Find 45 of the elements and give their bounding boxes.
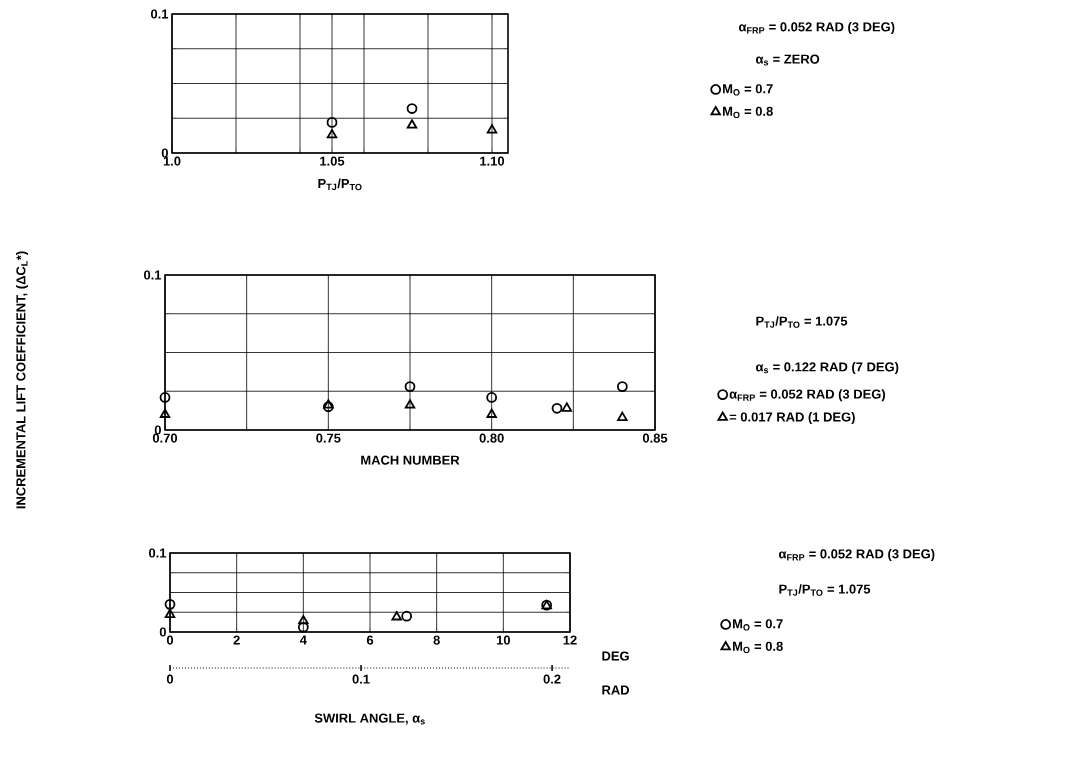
x-tick-label: 12 bbox=[563, 635, 577, 645]
text: α$_{FRP}$ = 0.052 RAD (3 DEG) bbox=[739, 21, 895, 35]
x-tick-label: 0.85 bbox=[642, 433, 668, 443]
text: α$_{FRP}$ = 0.052 RAD (3 DEG) bbox=[779, 548, 935, 562]
text: α$_{s}$ = 0.122 RAD (7 DEG) bbox=[756, 361, 899, 375]
x-tick-label: 0.80 bbox=[479, 433, 504, 443]
y-tick-label: 0.1 bbox=[143, 270, 162, 280]
y-tick-label: 0 bbox=[161, 148, 168, 158]
legend-label: M$_{O}$ = 0.8 bbox=[723, 106, 773, 119]
y-axis-title: INCREMENTAL LIFT COEFFICIENT, (ΔC$_{L}$*) bbox=[15, 251, 29, 509]
legend-label: M$_{O}$ = 0.7 bbox=[733, 619, 783, 631]
x-tick-label: 8 bbox=[433, 635, 440, 645]
text: α$_{s}$ = ZERO bbox=[756, 54, 820, 66]
x-axis-title: P$_{TJ}$/P$_{TO}$ bbox=[318, 178, 362, 191]
text: P$_{TJ}$/P$_{TO}$ = 1.075 bbox=[779, 584, 871, 596]
y-tick-label: 0.1 bbox=[148, 548, 167, 558]
x-tick-label: 6 bbox=[366, 635, 374, 645]
point bbox=[391, 611, 402, 621]
x-tick-label: 1.10 bbox=[480, 156, 505, 166]
x-tick-label: 0.70 bbox=[152, 433, 178, 443]
text: DEG bbox=[602, 651, 629, 661]
x-tick-label: 4 bbox=[299, 635, 307, 645]
x-axis-title: SWIRL ANGLE, α$_{s}$ bbox=[314, 713, 425, 725]
x-tick-label: 1.0 bbox=[163, 156, 181, 166]
x-tick-label: 10 bbox=[496, 635, 511, 645]
y-tick-label: 0 bbox=[159, 627, 166, 637]
x2-tick-label: 0.1 bbox=[352, 674, 370, 684]
x-tick-label: 0.75 bbox=[316, 433, 341, 443]
y-tick-label: 0.1 bbox=[150, 9, 169, 19]
legend-label: α$_{FRP}$ = 0.052 RAD (3 DEG) bbox=[729, 389, 886, 402]
legend-label: M$_{O}$ = 0.8 bbox=[733, 641, 783, 654]
x-axis-title: MACH NUMBER bbox=[361, 455, 460, 465]
text: RAD bbox=[602, 685, 630, 695]
point bbox=[164, 608, 176, 619]
x2-tick-label: 0.2 bbox=[543, 674, 561, 684]
point bbox=[401, 610, 413, 622]
x-tick-label: 2 bbox=[233, 635, 240, 645]
point bbox=[298, 615, 309, 625]
point bbox=[164, 598, 176, 610]
y-tick-label: 0 bbox=[154, 425, 161, 435]
legend-label: = 0.017 RAD (1 DEG) bbox=[729, 412, 855, 425]
point bbox=[297, 621, 309, 633]
text: P$_{TJ}$/P$_{TO}$ = 1.075 bbox=[756, 316, 848, 328]
legend-label: M$_{O}$ = 0.7 bbox=[723, 84, 773, 96]
x-tick-label: 1.05 bbox=[320, 156, 345, 166]
